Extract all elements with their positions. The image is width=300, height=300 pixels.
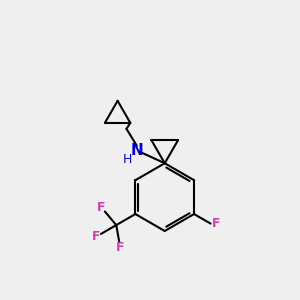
Text: H: H bbox=[123, 153, 133, 166]
Text: F: F bbox=[116, 241, 124, 254]
Text: N: N bbox=[130, 143, 143, 158]
Text: F: F bbox=[92, 230, 100, 243]
Text: F: F bbox=[97, 201, 106, 214]
Text: F: F bbox=[212, 217, 220, 230]
